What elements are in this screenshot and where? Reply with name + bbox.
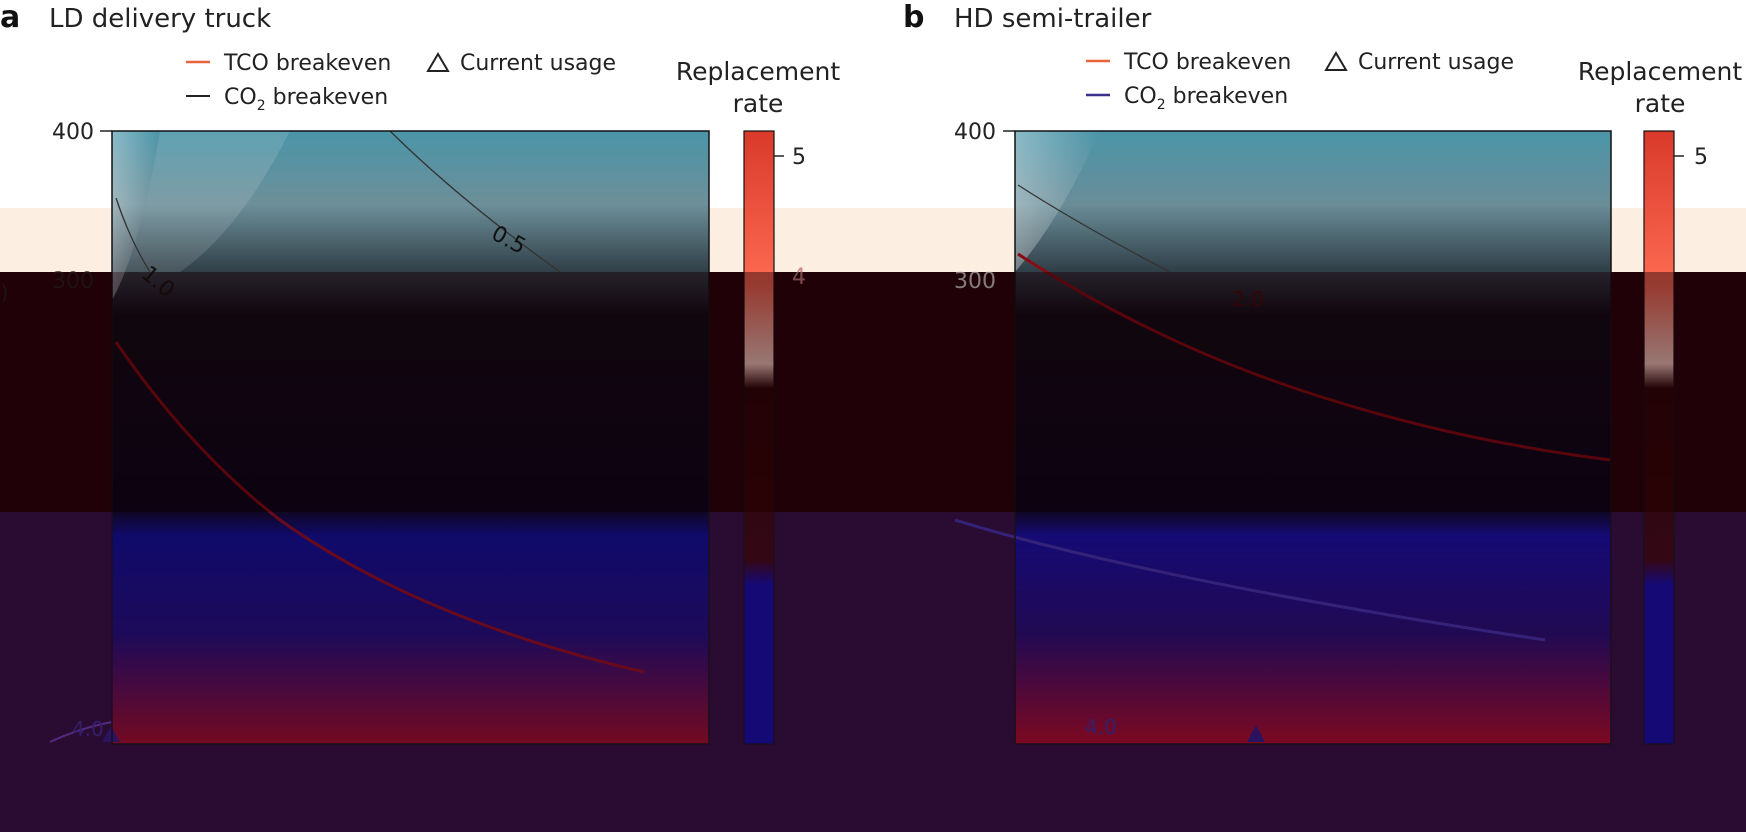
panel-b: b HD semi-trailer TCO breakeven CO2 brea… <box>903 0 1742 745</box>
legend-co2-label-b: CO2 breakeven <box>1124 84 1288 113</box>
legend-tco-label-a: TCO breakeven <box>223 51 391 76</box>
panel-letter-b: b <box>903 0 924 35</box>
dark-overlay-band <box>0 272 1746 512</box>
contour-band-a2 <box>112 131 290 300</box>
colorbar-title-b-line1: Replacement <box>1578 57 1742 86</box>
y-tick-label-b-400: 400 <box>954 120 996 145</box>
panel-letter-a: a <box>0 0 20 35</box>
plot-frame-a <box>111 130 710 745</box>
panel-a: a LD delivery truck TCO breakeven CO2 br… <box>0 0 840 745</box>
tco-breakeven-line-a <box>114 341 645 674</box>
contour-label-b-4-0: 4.0 <box>1085 715 1117 739</box>
current-usage-marker-b <box>1247 725 1265 742</box>
colorbar-b <box>1643 130 1675 745</box>
colorbar-tick-label-b-5: 5 <box>1694 145 1708 170</box>
y-tick-label-b-300: 300 <box>954 269 996 294</box>
co2-breakeven-line-a <box>49 721 113 743</box>
contour-band-a1 <box>112 131 160 300</box>
panel-title-a: LD delivery truck <box>49 4 271 34</box>
colorbar-title-a-line2: rate <box>733 89 784 118</box>
legend-co2-label-a: CO2 breakeven <box>224 85 388 114</box>
purple-overlay-band <box>0 512 1746 832</box>
current-usage-triangle-icon-b <box>1324 51 1348 71</box>
y-tick-label-a-300: 300 <box>52 269 94 294</box>
contour-line-a-0-5 <box>389 130 561 273</box>
current-usage-marker-a <box>102 726 120 742</box>
plot-area-b <box>1015 131 1611 744</box>
colorbar-tick-label-a-5: 5 <box>792 145 806 170</box>
contour-label-b-2-0: 2.0 <box>1232 287 1264 311</box>
panel-title-b: HD semi-trailer <box>954 4 1152 34</box>
plot-frame-b <box>1014 130 1612 745</box>
current-usage-triangle-icon <box>426 52 450 72</box>
colorbar-tick-label-a-4: 4 <box>792 265 806 290</box>
legend-current-label-a: Current usage <box>460 51 616 76</box>
colorbar-title-a-line1: Replacement <box>676 57 840 86</box>
y-tick-label-a-400: 400 <box>52 120 94 145</box>
legend-a: TCO breakeven CO2 breakeven Current usag… <box>186 51 616 114</box>
legend-b: TCO breakeven CO2 breakeven Current usag… <box>1086 50 1514 113</box>
co2-breakeven-line-b <box>954 518 1546 642</box>
contour-label-a-4-0: 4.0 <box>72 717 104 741</box>
colorbar-a <box>743 130 775 745</box>
plot-area-a <box>112 131 709 744</box>
contour-line-b <box>1017 184 1171 273</box>
contour-line-a-1-0 <box>115 197 151 273</box>
legend-tco-label-b: TCO breakeven <box>1123 50 1291 75</box>
contour-band-b1 <box>1015 131 1100 272</box>
colorbar-title-b-line2: rate <box>1635 89 1686 118</box>
tco-breakeven-line-b <box>1017 252 1612 462</box>
y-axis-label-fragment-a: ) <box>0 281 9 306</box>
legend-current-label-b: Current usage <box>1358 50 1514 75</box>
